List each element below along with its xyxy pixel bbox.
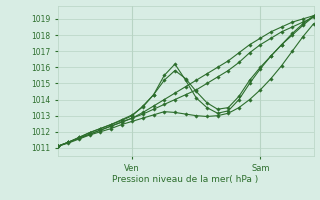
X-axis label: Pression niveau de la mer( hPa ): Pression niveau de la mer( hPa ) bbox=[112, 175, 259, 184]
